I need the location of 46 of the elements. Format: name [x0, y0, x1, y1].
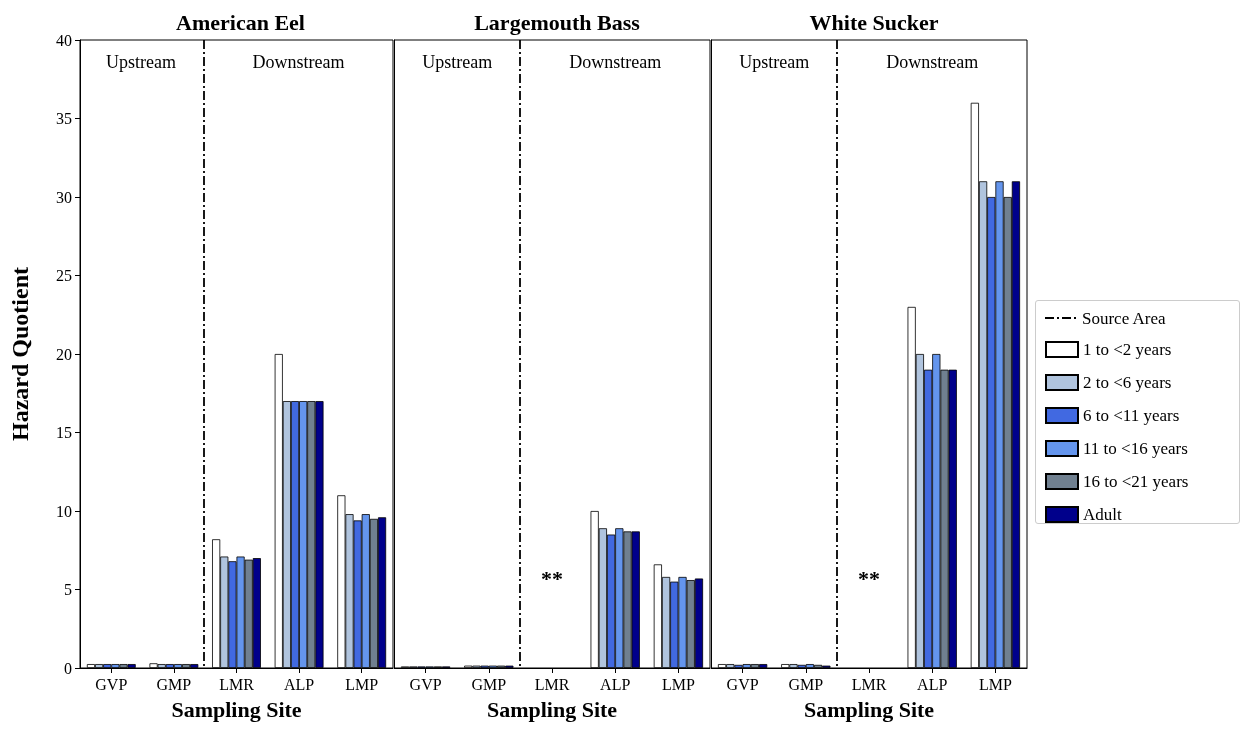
x-tick-label: LMP	[661, 675, 695, 693]
legend-label: 11 to <16 years	[1083, 439, 1188, 458]
chart-title: American Eel	[176, 9, 305, 35]
annotation: Downstream	[252, 52, 345, 72]
x-tick-label: LMR	[534, 675, 570, 693]
legend-label: 6 to <11 years	[1083, 406, 1180, 425]
y-axis-title: Hazard Quotient	[7, 267, 33, 441]
chart-title: White Sucker	[809, 9, 939, 35]
y-tick-label: 5	[64, 581, 72, 598]
y-tick-label: 35	[56, 110, 72, 127]
x-axis-title: Sampling Site	[803, 696, 935, 722]
x-tick-label: LMP	[345, 675, 379, 693]
x-tick-label: GVP	[409, 675, 442, 693]
x-tick-label: ALP	[917, 675, 948, 693]
x-tick-label: GVP	[726, 675, 759, 693]
y-tick-label: 10	[56, 502, 72, 520]
x-tick-label: ALP	[600, 675, 631, 693]
annotation: Downstream	[886, 52, 979, 72]
x-tick-label: LMR	[219, 675, 255, 693]
x-tick-label: GMP	[471, 675, 507, 693]
x-axis-title: Sampling Site	[486, 696, 618, 722]
annotation: Upstream	[422, 52, 493, 72]
x-tick-label: GMP	[788, 675, 824, 693]
x-tick-label: GVP	[95, 675, 128, 693]
annotation: Upstream	[739, 52, 810, 72]
legend-label: 1 to <2 years	[1083, 340, 1172, 359]
legend-label: 16 to <21 years	[1083, 472, 1189, 491]
annotation: Upstream	[106, 52, 176, 72]
legend-label: 2 to <6 years	[1083, 373, 1172, 392]
chart-title: Largemouth Bass	[474, 9, 641, 35]
x-tick-label: GMP	[156, 675, 192, 693]
x-axis-title: Sampling Site	[171, 696, 302, 722]
x-tick-label: ALP	[283, 675, 315, 693]
source-note: Source Area	[1082, 308, 1166, 328]
annotation: Downstream	[569, 52, 662, 72]
annotation: **	[541, 565, 563, 591]
x-tick-label: LMR	[851, 675, 887, 693]
y-tick-label: 40	[56, 31, 72, 49]
x-tick-label: LMP	[978, 675, 1012, 693]
y-tick-label: 30	[56, 188, 72, 206]
y-tick-label: 20	[56, 345, 72, 363]
y-tick-label: 15	[56, 424, 72, 441]
legend-label: Adult	[1083, 505, 1122, 524]
y-tick-label: 0	[64, 659, 72, 677]
y-tick-label: 25	[56, 267, 72, 284]
annotation: **	[858, 565, 880, 591]
